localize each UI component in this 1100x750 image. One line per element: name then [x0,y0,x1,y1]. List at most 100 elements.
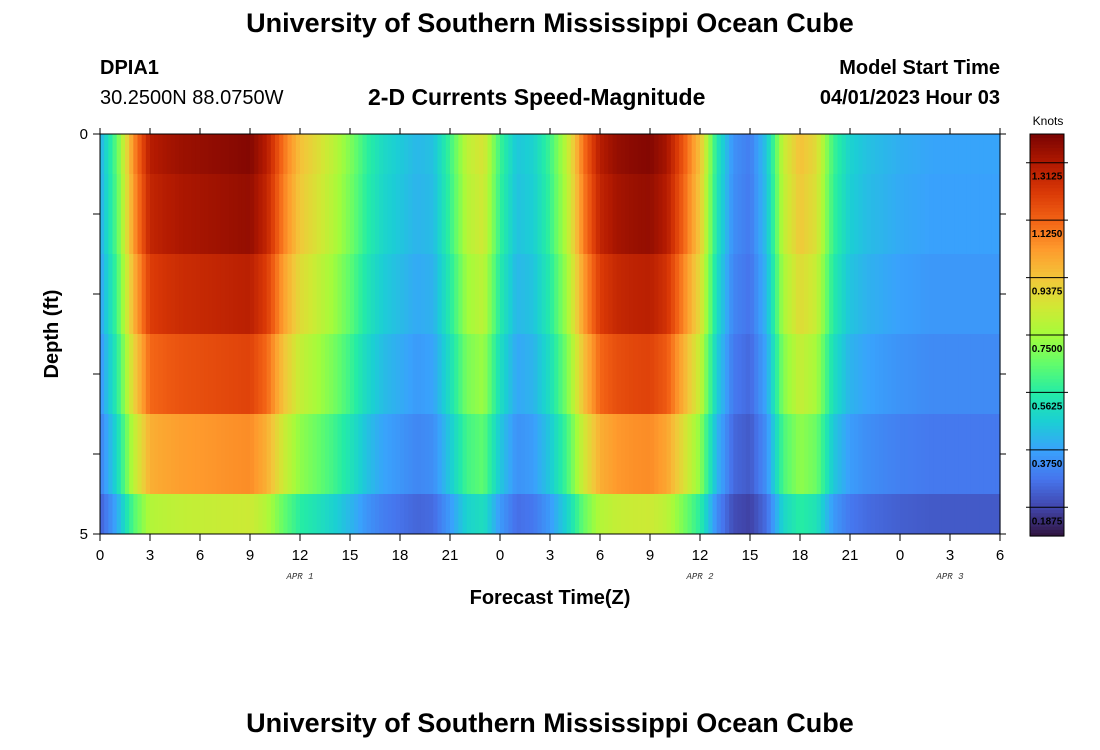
heat-cell [375,254,380,334]
heat-cell [575,134,580,174]
heat-cell [483,494,489,534]
heat-cell [575,494,580,534]
heat-cell [679,334,684,414]
heat-cell [587,174,593,254]
heat-cell [258,254,264,334]
heat-cell [820,254,826,334]
heat-cell [683,174,689,254]
heat-cell [350,334,355,414]
heat-cell [833,494,839,534]
heat-cell [816,414,822,494]
heat-cell [383,254,389,334]
heat-cell [425,334,430,414]
heat-cell [512,254,518,334]
heat-cell [625,414,630,494]
colorbar-segment [1030,150,1064,155]
heat-cell [512,134,518,174]
heat-cell [441,494,447,534]
heat-cell [300,494,305,534]
heat-cell [741,494,747,534]
x-tick-label: 21 [442,547,459,564]
heat-cell [412,174,418,254]
heat-cell [741,254,747,334]
colorbar-segment [1030,207,1064,212]
heat-cell [504,134,509,174]
heat-cell [700,414,705,494]
heat-cell [250,134,255,174]
date-label: APR 3 [935,572,964,582]
heat-cell [316,494,322,534]
heat-cell [541,174,547,254]
colorbar-segment [1030,455,1064,460]
heat-cell [833,254,839,334]
heat-cell [975,254,980,334]
heat-cell [304,174,309,254]
heat-cell [770,254,776,334]
heat-cell [820,174,826,254]
heat-cell [891,334,897,414]
heat-cell [620,174,626,254]
heat-cell [516,174,522,254]
heat-cell [233,254,239,334]
heat-cell [195,414,201,494]
colorbar-segment [1030,251,1064,256]
colorbar-segment [1030,505,1064,510]
heat-cell [275,254,280,334]
heat-cell [737,254,743,334]
heat-cell [270,174,276,254]
heat-cell [654,414,659,494]
heat-cell [337,334,343,414]
heat-cell [587,334,593,414]
heat-cell [708,494,714,534]
heat-cell [795,254,801,334]
heat-cell [279,494,284,534]
heat-cell [420,254,426,334]
heat-cell [970,414,976,494]
heat-cell [245,174,251,254]
heat-cell [495,414,501,494]
heat-cell [329,334,334,414]
heat-cell [829,134,834,174]
heat-cell [950,174,955,254]
heat-cell [112,254,118,334]
colorbar-segment [1030,331,1064,336]
heat-cell [895,174,901,254]
heat-cell [729,494,734,534]
heat-cell [408,254,414,334]
heat-cell [337,254,343,334]
heat-cell [491,494,497,534]
heat-cell [200,334,205,414]
heat-cell [679,414,684,494]
heat-cell [966,134,972,174]
heat-cell [516,494,522,534]
heat-cell [787,254,793,334]
colorbar-segment [1030,458,1064,463]
heat-cell [358,254,364,334]
heat-cell [750,254,755,334]
colorbar-segment [1030,358,1064,363]
heat-cell [470,334,476,414]
colorbar-segment [1030,402,1064,406]
heat-cell [787,414,793,494]
heat-cell [683,334,689,414]
heat-cell [166,494,172,534]
heat-cell [766,174,772,254]
heat-cell [170,334,176,414]
heat-cell [670,414,676,494]
heat-cell [125,254,130,334]
heat-cell [641,134,647,174]
heat-cell [700,134,705,174]
heat-cell [145,174,151,254]
heat-cell [829,414,834,494]
heat-cell [891,134,897,174]
heat-cell [150,494,155,534]
heat-cell [291,254,297,334]
heat-cell [858,134,864,174]
heat-cell [783,494,789,534]
heat-cell [379,134,384,174]
heat-cell [670,254,676,334]
heat-cell [254,174,259,254]
heat-cell [925,334,930,414]
heat-cell [312,174,318,254]
heat-cell [791,134,797,174]
